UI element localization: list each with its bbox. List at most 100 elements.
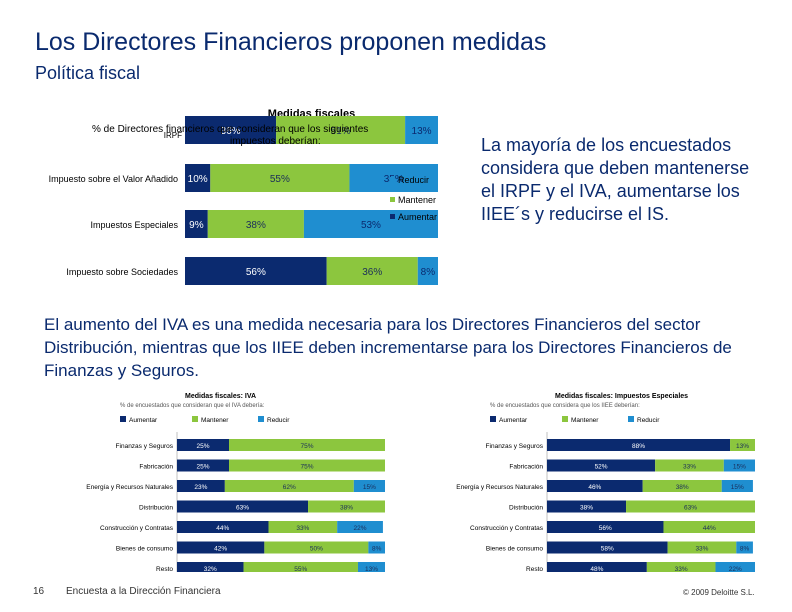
chart-subtitle: % de encuestados que considera que los I… <box>490 403 640 409</box>
data-label-aumentar-fabricacion: 52% <box>595 464 608 471</box>
bar-aumentar-energia-y-recursos-naturales <box>547 480 643 492</box>
bar-mantener-construccion-y-contratas <box>663 521 755 533</box>
data-label-mantener-finanzas-y-seguros: 13% <box>736 443 749 450</box>
bar-reducir-bienes-de-consumo <box>368 541 385 554</box>
bar-mantener-finanzas-y-seguros <box>229 439 385 451</box>
bar-reducir-energia-y-recursos-naturales <box>721 480 753 492</box>
data-label-reducir-irpf: 13% <box>412 126 432 137</box>
bar-aumentar-construccion-y-contratas <box>547 521 664 533</box>
conclusion-text: El aumento del IVA es una medida necesar… <box>44 315 732 380</box>
bar-mantener-construccion-y-contratas <box>268 521 338 533</box>
data-label-mantener-impuesto-sobre-sociedades: 36% <box>362 267 382 278</box>
legend-label-reducir: Reducir <box>267 417 290 424</box>
bar-reducir-energia-y-recursos-naturales <box>353 480 385 492</box>
bar-mantener-impuesto-sobre-sociedades <box>326 257 418 285</box>
data-label-reducir-bienes-de-consumo: 8% <box>740 546 750 553</box>
data-label-aumentar-construccion-y-contratas: 44% <box>216 525 229 532</box>
bar-aumentar-impuesto-sobre-el-valor-anadido <box>185 164 211 192</box>
data-label-aumentar-impuestos-especiales: 9% <box>189 220 204 231</box>
data-label-aumentar-bienes-de-consumo: 42% <box>214 546 227 553</box>
data-label-aumentar-impuesto-sobre-sociedades: 56% <box>246 267 266 278</box>
footer-copyright: © 2009 Deloitte S.L. <box>683 588 755 597</box>
data-label-mantener-energia-y-recursos-naturales: 38% <box>676 484 689 491</box>
bar-mantener-energia-y-recursos-naturales <box>642 480 722 492</box>
legend-label-reducir: Reducir <box>398 175 429 185</box>
category-label-resto: Resto <box>526 566 543 572</box>
category-label-finanzas-y-seguros: Finanzas y Seguros <box>486 443 544 450</box>
bar-aumentar-irpf <box>185 116 277 144</box>
summary-text: La mayoría de los encuestados considera … <box>481 135 750 224</box>
bar-aumentar-bienes-de-consumo <box>177 541 265 554</box>
bar-aumentar-resto <box>177 562 244 572</box>
category-label-impuesto-sobre-el-valor-anadido: Impuesto sobre el Valor Añadido <box>49 174 178 184</box>
bar-aumentar-fabricacion <box>547 459 656 472</box>
data-label-mantener-fabricacion: 75% <box>300 464 313 471</box>
chart-subtitle: % de encuestados que consideran que el I… <box>120 403 265 409</box>
legend-swatch-reducir <box>258 416 264 422</box>
data-label-mantener-construccion-y-contratas: 44% <box>703 525 716 532</box>
category-label-construccion-y-contratas: Construcción y Contratas <box>100 525 174 532</box>
bar-aumentar-fabricacion <box>177 459 229 472</box>
bar-mantener-distribucion <box>626 500 755 513</box>
data-label-mantener-impuesto-sobre-el-valor-anadido: 55% <box>270 174 290 185</box>
data-label-aumentar-resto: 48% <box>590 566 603 572</box>
data-label-aumentar-distribucion: 63% <box>236 505 249 512</box>
bar-reducir-irpf <box>405 116 438 144</box>
bar-aumentar-construccion-y-contratas <box>177 521 269 533</box>
category-label-bienes-de-consumo: Bienes de consumo <box>486 546 543 553</box>
data-label-reducir-fabricacion: 15% <box>733 464 746 471</box>
data-label-aumentar-bienes-de-consumo: 58% <box>601 546 614 553</box>
legend-swatch-aumentar <box>390 214 395 219</box>
bar-reducir-resto <box>715 562 755 572</box>
data-label-aumentar-finanzas-y-seguros: 88% <box>632 443 645 450</box>
data-label-mantener-bienes-de-consumo: 33% <box>695 546 708 553</box>
category-label-construccion-y-contratas: Construcción y Contratas <box>470 525 544 532</box>
category-label-fabricacion: Fabricación <box>139 464 173 471</box>
data-label-mantener-distribucion: 38% <box>340 505 353 512</box>
bar-reducir-impuesto-sobre-sociedades <box>417 257 438 285</box>
category-label-impuesto-sobre-sociedades: Impuesto sobre Sociedades <box>66 267 178 277</box>
chart-impuestos-especiales: Medidas fiscales: Impuestos Especiales % … <box>456 393 755 572</box>
bar-reducir-fabricacion <box>723 459 755 472</box>
data-label-reducir-resto: 13% <box>365 566 378 572</box>
data-label-aumentar-irpf: 36% <box>221 126 241 137</box>
legend-swatch-aumentar <box>490 416 496 422</box>
legend-swatch-mantener <box>562 416 568 422</box>
bar-mantener-irpf <box>276 116 406 144</box>
legend-swatch-reducir <box>628 416 634 422</box>
bar-reducir-construccion-y-contratas <box>337 521 383 533</box>
bar-reducir-impuestos-especiales <box>303 210 438 238</box>
legend-label-aumentar: Aumentar <box>398 212 437 222</box>
category-label-bienes-de-consumo: Bienes de consumo <box>116 546 173 553</box>
bar-reducir-bienes-de-consumo <box>736 541 753 554</box>
legend-label-aumentar: Aumentar <box>499 417 528 424</box>
bar-aumentar-finanzas-y-seguros <box>547 439 731 451</box>
data-label-mantener-finanzas-y-seguros: 75% <box>300 443 313 450</box>
legend-label-mantener: Mantener <box>201 417 229 424</box>
data-label-mantener-bienes-de-consumo: 50% <box>310 546 323 553</box>
bar-mantener-impuesto-sobre-el-valor-anadido <box>210 164 350 192</box>
footer-source: Encuesta a la Dirección Financiera <box>66 586 221 597</box>
bar-mantener-distribucion <box>308 500 385 513</box>
category-label-irpf: IRPF <box>164 131 182 140</box>
bar-mantener-fabricacion <box>655 459 724 472</box>
data-label-reducir-energia-y-recursos-naturales: 15% <box>363 484 376 491</box>
bar-aumentar-resto <box>547 562 647 572</box>
data-label-mantener-resto: 55% <box>294 566 307 572</box>
data-label-mantener-distribucion: 63% <box>684 505 697 512</box>
data-label-aumentar-construccion-y-contratas: 56% <box>599 525 612 532</box>
page-subtitle: Política fiscal <box>35 63 141 83</box>
category-label-impuestos-especiales: Impuestos Especiales <box>90 220 178 230</box>
category-label-resto: Resto <box>156 566 173 572</box>
data-label-reducir-construccion-y-contratas: 22% <box>354 525 367 532</box>
bar-mantener-resto <box>646 562 716 572</box>
chart-subtitle-line2: impuestos deberían: <box>230 136 321 147</box>
bar-aumentar-impuesto-sobre-sociedades <box>185 257 327 285</box>
bar-aumentar-distribucion <box>177 500 309 513</box>
data-label-mantener-impuestos-especiales: 38% <box>246 220 266 231</box>
bar-aumentar-energia-y-recursos-naturales <box>177 480 225 492</box>
bar-mantener-bienes-de-consumo <box>264 541 369 554</box>
legend-swatch-reducir <box>390 177 395 182</box>
bar-aumentar-bienes-de-consumo <box>547 541 668 554</box>
data-label-aumentar-finanzas-y-seguros: 25% <box>196 443 209 450</box>
